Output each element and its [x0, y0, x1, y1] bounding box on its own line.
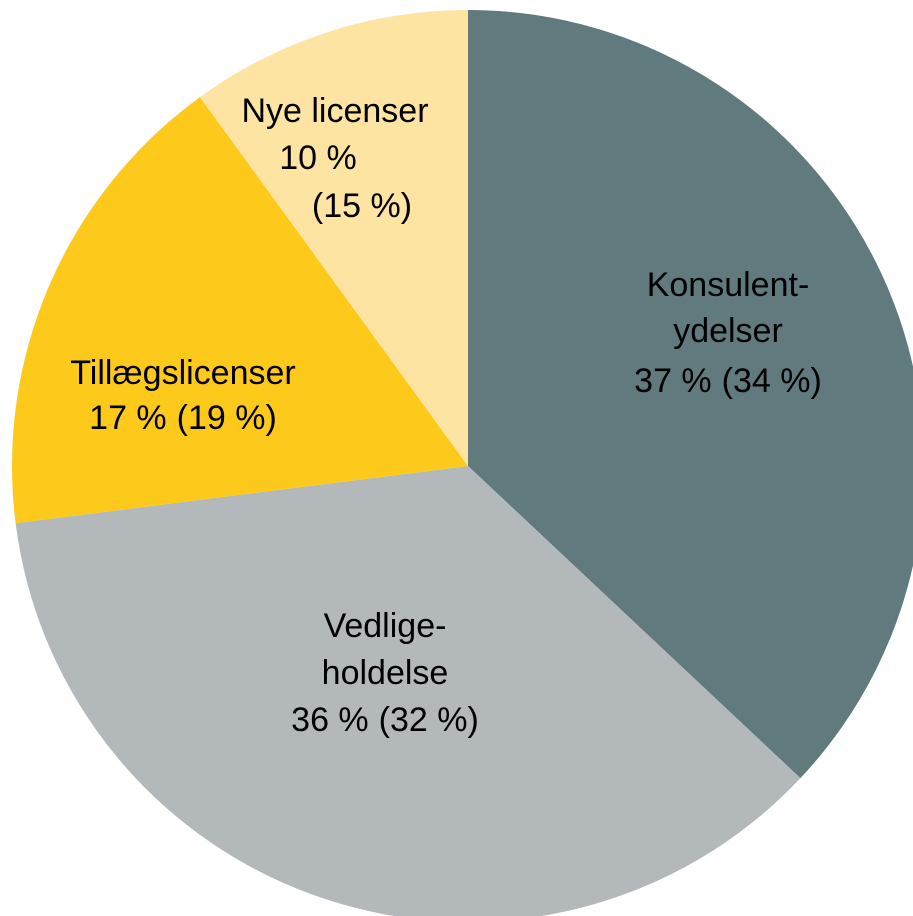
pie-slice — [199, 10, 469, 466]
slice-label: holdelse — [322, 654, 449, 692]
prior-label: (15 %) — [312, 187, 412, 225]
prior-label: (34 %) — [722, 362, 822, 400]
slice-label: Tillægslicenser — [70, 354, 295, 392]
value-label: 17 % — [89, 399, 167, 437]
slice-label: Vedlige- — [324, 607, 447, 645]
value-line: 17 % (19 %) — [89, 399, 277, 437]
pie-slice — [11, 97, 468, 524]
slice-label: Konsulent- — [647, 266, 810, 304]
prior-label: (19 %) — [177, 399, 277, 437]
prior-label: (32 %) — [379, 701, 479, 739]
value-line: 36 % (32 %) — [291, 701, 479, 739]
value-line: 37 % (34 %) — [634, 362, 822, 400]
pie-slice — [15, 466, 801, 916]
slice-label: Nye licenser — [241, 92, 428, 130]
value-label: 37 % — [634, 362, 712, 400]
slice-label: ydelser — [673, 312, 783, 350]
pie-slice — [468, 10, 913, 779]
value-label: 36 % — [291, 701, 369, 739]
value-label: 10 % — [279, 139, 357, 177]
